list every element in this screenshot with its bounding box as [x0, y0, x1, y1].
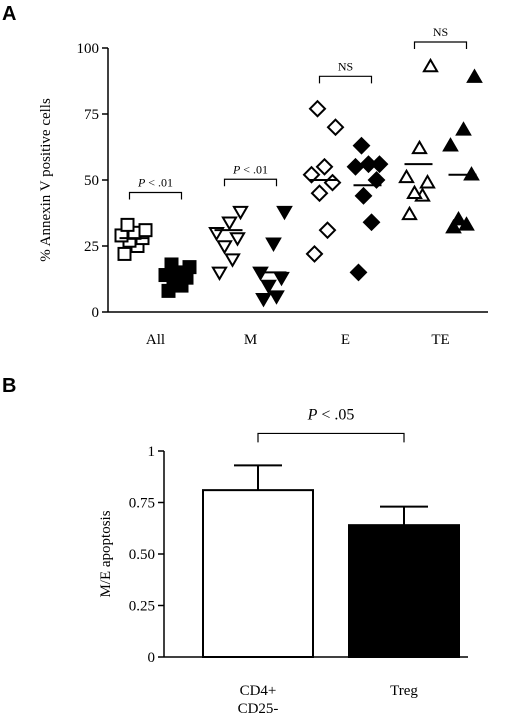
- group-te: TE NS: [398, 25, 483, 348]
- y-tick-label: 0: [92, 305, 100, 321]
- filled-triangle-up-marker: [450, 211, 467, 226]
- x-tick-label: Treg: [390, 683, 418, 699]
- y-tick-label: 0.75: [129, 496, 155, 512]
- series-open-square: [114, 217, 153, 261]
- filled-triangle-down-marker: [260, 279, 277, 295]
- open-square-marker: [120, 217, 135, 232]
- filled-triangle-down-marker: [276, 205, 293, 221]
- filled-diamond-marker: [352, 136, 371, 155]
- y-axis-title: % Annexin V positive cells: [38, 98, 54, 262]
- series-filled-triangle-down: [252, 205, 293, 308]
- group-e: E NS: [302, 59, 389, 348]
- y-tick-label: 1: [148, 444, 156, 460]
- significance-label: NS: [338, 59, 353, 73]
- group-m: M P < .01: [208, 162, 293, 348]
- x-tick-label: TE: [431, 332, 449, 348]
- open-triangle-down-marker: [229, 232, 246, 247]
- series-filled-triangle-up: [442, 68, 483, 234]
- y-tick-label: 75: [84, 107, 99, 123]
- significance-label: P < .01: [137, 175, 173, 189]
- open-diamond-marker: [326, 118, 345, 137]
- filled-triangle-up-marker: [445, 218, 462, 234]
- y-tick-label: 0.50: [129, 547, 155, 563]
- y-tick-label: 50: [84, 173, 99, 189]
- series-open-triangle-up: [398, 57, 439, 221]
- bar: [348, 524, 460, 658]
- filled-triangle-up-marker: [455, 121, 472, 136]
- x-tick-label: E: [341, 332, 350, 348]
- group-all: All P < .01: [114, 175, 197, 348]
- open-diamond-marker: [323, 173, 342, 192]
- series-open-triangle-down: [208, 205, 249, 281]
- significance-bracket: [223, 178, 278, 187]
- bar-group-1: Treg: [348, 505, 460, 699]
- series-filled-diamond: [346, 136, 389, 282]
- x-tick-label: M: [244, 332, 257, 348]
- open-square-marker: [138, 223, 153, 238]
- open-diamond-marker: [305, 245, 324, 263]
- filled-diamond-marker: [362, 213, 381, 232]
- open-triangle-down-marker: [211, 266, 228, 281]
- open-triangle-up-marker: [401, 205, 418, 221]
- open-square-marker: [117, 246, 132, 261]
- open-triangle-down-marker: [216, 240, 233, 255]
- open-triangle-up-marker: [419, 174, 436, 189]
- significance-label: P < .01: [232, 162, 268, 176]
- open-triangle-down-marker: [221, 216, 238, 231]
- series-filled-square: [158, 257, 197, 298]
- y-tick-label: 25: [84, 239, 99, 255]
- filled-triangle-down-marker: [265, 237, 282, 252]
- significance-bracket: [128, 191, 183, 200]
- filled-triangle-up-marker: [466, 68, 483, 83]
- open-triangle-up-marker: [398, 168, 415, 184]
- open-diamond-marker: [308, 99, 327, 118]
- filled-triangle-down-marker: [255, 293, 272, 308]
- open-diamond-marker: [315, 157, 334, 176]
- open-triangle-up-marker: [406, 184, 423, 199]
- bar: [202, 489, 314, 659]
- bar-group-0: CD4+ CD25-: [202, 464, 314, 717]
- open-triangle-up-marker: [411, 139, 428, 155]
- x-tick-label: All: [146, 332, 165, 348]
- filled-triangle-up-marker: [442, 137, 459, 152]
- filled-diamond-marker: [367, 171, 386, 189]
- open-triangle-down-marker: [232, 205, 249, 221]
- series-open-diamond: [302, 99, 345, 263]
- filled-diamond-marker: [354, 186, 373, 205]
- y-tick-label: 100: [77, 41, 100, 57]
- panel-letter-b: B: [2, 375, 16, 397]
- y-axis-title: M/E apoptosis: [98, 510, 114, 597]
- y-tick-label: 0.25: [129, 599, 155, 615]
- open-triangle-down-marker: [224, 253, 241, 268]
- filled-triangle-down-marker: [268, 290, 285, 305]
- y-tick-label: 0: [148, 650, 156, 666]
- significance-bracket: [413, 41, 468, 49]
- panel-b: B 0 0.25 0.50 0.75 1 M/E apoptosis CD4+ CD25- Tre…: [2, 375, 468, 717]
- filled-diamond-marker: [346, 157, 365, 176]
- filled-square-marker: [164, 257, 179, 272]
- significance-bracket: [257, 432, 405, 443]
- filled-triangle-down-marker: [273, 271, 290, 287]
- filled-diamond-marker: [370, 155, 389, 174]
- significance-label: P < .05: [307, 406, 355, 423]
- x-tick-label: CD4+: [240, 683, 277, 699]
- filled-square-marker: [182, 260, 197, 275]
- panel-a: A 0 25 50 75 100 % Annexin V positive cells All…: [2, 3, 488, 348]
- open-diamond-marker: [302, 165, 321, 184]
- significance-bracket: [318, 75, 373, 84]
- significance-label: NS: [433, 25, 448, 39]
- x-tick-label: CD25-: [238, 701, 279, 717]
- open-triangle-up-marker: [422, 57, 439, 73]
- panel-letter-a: A: [2, 3, 16, 25]
- open-diamond-marker: [310, 184, 329, 203]
- open-diamond-marker: [318, 221, 337, 240]
- filled-diamond-marker: [349, 263, 368, 282]
